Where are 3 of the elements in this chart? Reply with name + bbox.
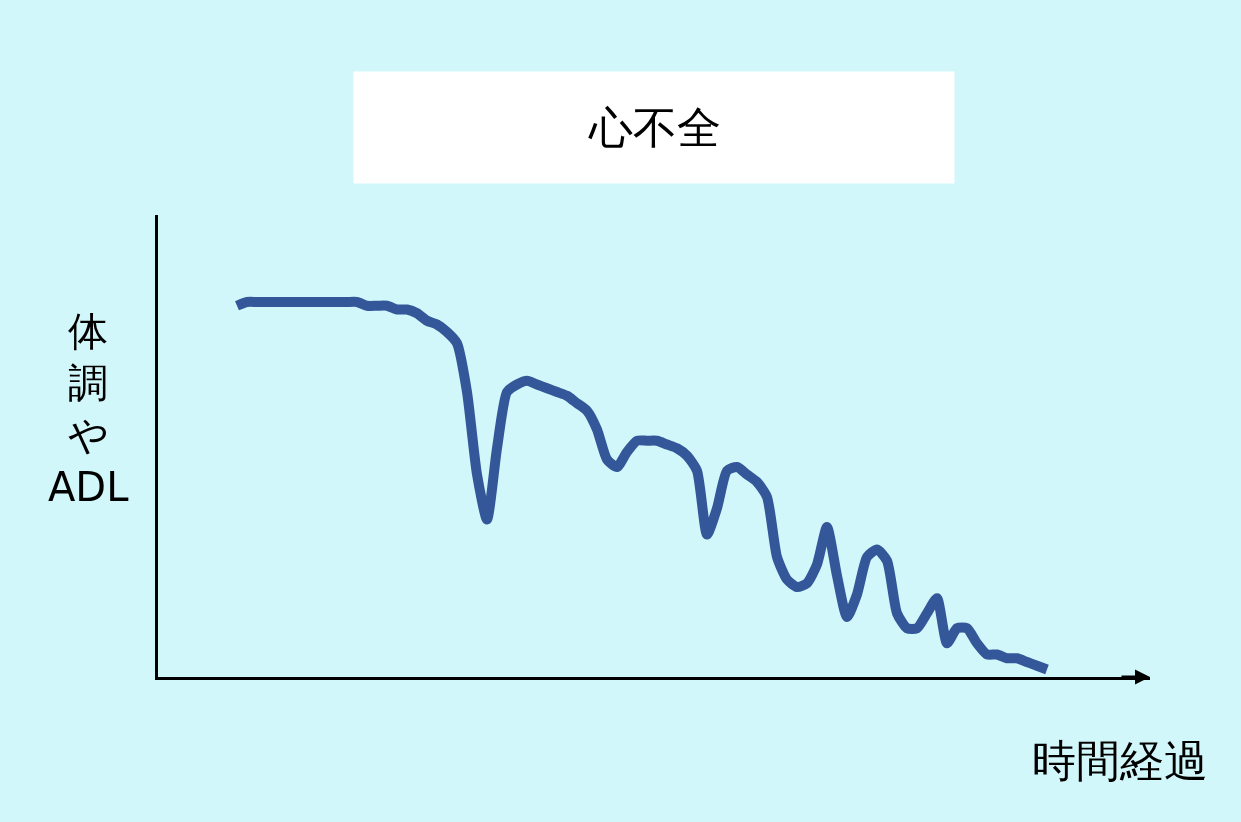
x-axis-title: 時間経過 [1032,735,1208,786]
chart-title: 心不全 [587,102,721,153]
y-axis-title: 体調やADL [48,308,130,510]
